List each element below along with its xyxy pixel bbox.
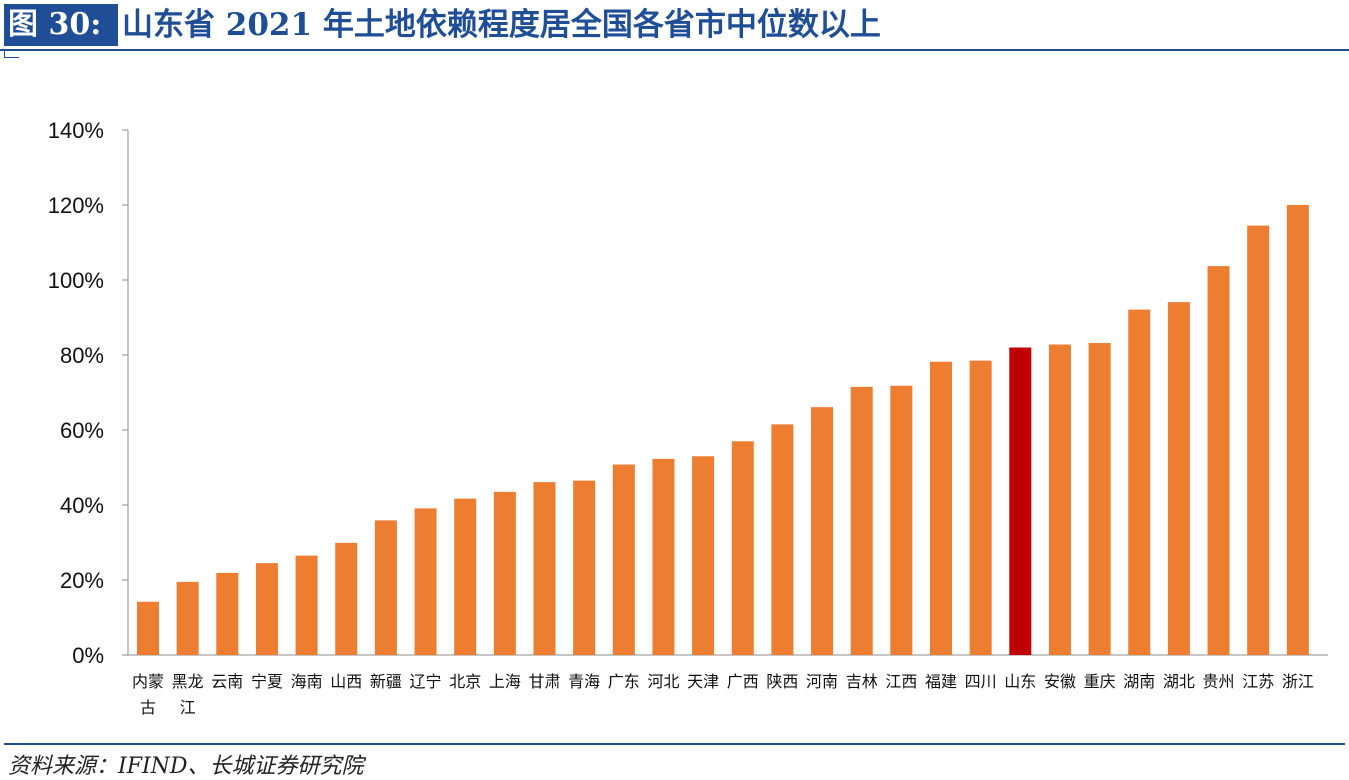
bar-highlight [1009, 347, 1032, 655]
category-label: 江苏 [1242, 673, 1274, 691]
y-tick-label: 60% [60, 418, 104, 443]
category-label: 安徽 [1044, 673, 1076, 691]
bar-default [652, 458, 675, 656]
bar-default [1247, 225, 1270, 656]
bar-default [255, 563, 278, 656]
bar-default [216, 572, 239, 656]
bar-default [731, 441, 754, 655]
bar-default [890, 385, 913, 655]
figure-header: 图 30: 山东省 2021 年土地依赖程度居全国各省市中位数以上 [0, 0, 1349, 58]
bar-default [1286, 205, 1309, 655]
bar-default [1088, 343, 1111, 655]
category-label: 古 [140, 699, 156, 717]
category-label: 山东 [1004, 673, 1036, 691]
category-label: 福建 [925, 673, 957, 691]
bar-default [692, 456, 715, 655]
bar-default [176, 581, 199, 656]
category-label: 浙江 [1282, 673, 1314, 691]
category-label: 北京 [449, 673, 481, 691]
y-tick-label: 0% [72, 643, 104, 668]
bar-default [533, 482, 556, 656]
category-label: 宁夏 [251, 673, 283, 691]
bar-default [137, 601, 159, 655]
bar-default [493, 491, 516, 656]
y-tick-label: 80% [60, 343, 104, 368]
category-label: 四川 [965, 674, 997, 691]
y-tick-label: 100% [48, 268, 104, 293]
category-label: 河南 [806, 673, 838, 691]
category-label: 重庆 [1084, 673, 1116, 691]
y-tick-label: 20% [60, 568, 104, 593]
bar-default [295, 555, 318, 656]
bar-default [454, 498, 477, 656]
footer-divider [4, 743, 1345, 745]
category-label: 山西 [330, 673, 362, 691]
bar-default [1048, 344, 1071, 655]
category-label: 贵州 [1203, 673, 1235, 691]
bar-default [969, 360, 992, 656]
category-label: 黑龙 [172, 673, 204, 691]
bar-default [1128, 309, 1151, 656]
category-label: 新疆 [370, 673, 402, 691]
category-label: 湖南 [1123, 673, 1155, 691]
figure-title: 山东省 2021 年土地依赖程度居全国各省市中位数以上 [122, 7, 881, 43]
category-label: 陕西 [766, 673, 798, 691]
header-corner-mark [4, 51, 19, 58]
header-divider [0, 49, 1349, 51]
bar-default [811, 407, 834, 656]
category-label: 河北 [647, 673, 679, 691]
category-label: 江西 [885, 673, 917, 691]
bar-default [374, 520, 397, 656]
category-label: 天津 [687, 673, 719, 691]
category-label: 广东 [608, 673, 640, 691]
y-tick-label: 40% [60, 493, 104, 518]
bar-default [1207, 266, 1230, 655]
bar-default [612, 464, 635, 655]
category-label: 青海 [568, 673, 600, 691]
bars-layer [137, 205, 1309, 656]
source-note: 资料来源：IFIND、长城证券研究院 [8, 754, 364, 779]
category-label: 甘肃 [528, 673, 560, 691]
figure-number-label: 图 30: [4, 4, 118, 46]
bar-default [771, 424, 794, 656]
bar-default [1167, 302, 1190, 656]
axis-layer: 0% 20% 40% 60% 80% 100% 120% 140% [48, 118, 1328, 668]
category-label: 云南 [211, 673, 243, 691]
category-label: 辽宁 [410, 673, 442, 691]
category-label: 江 [180, 699, 196, 717]
bar-default [573, 480, 596, 656]
category-label: 内蒙 [132, 673, 164, 691]
category-label: 海南 [291, 673, 323, 691]
bar-default [930, 361, 952, 655]
category-label: 湖北 [1163, 673, 1195, 691]
y-tick-label: 120% [48, 193, 104, 218]
category-label: 上海 [489, 673, 521, 691]
category-label: 广西 [727, 673, 759, 691]
category-label: 吉林 [846, 673, 878, 691]
bar-default [850, 386, 873, 656]
bar-default [335, 542, 358, 656]
bar-default [414, 508, 437, 656]
y-tick-label: 140% [48, 118, 104, 143]
